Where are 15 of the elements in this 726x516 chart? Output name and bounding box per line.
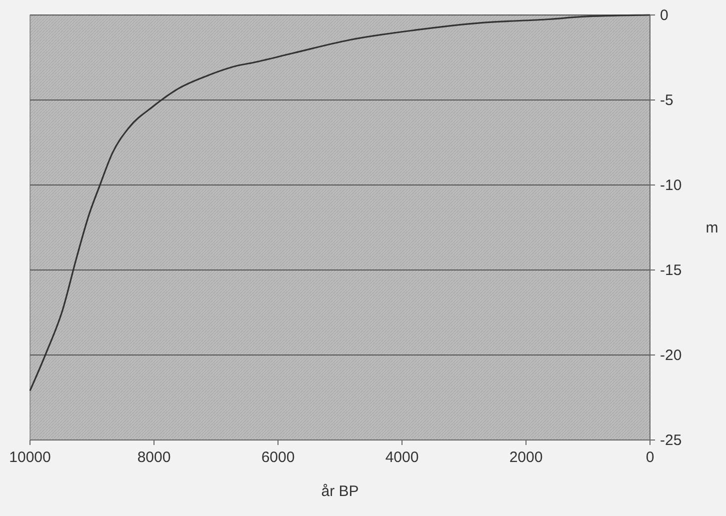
y-tick-label: -10 <box>660 177 682 194</box>
x-tick-label: 4000 <box>385 449 419 466</box>
y-axis-title: m <box>706 220 718 236</box>
x-axis-title: år BP <box>321 483 359 500</box>
y-tick-label: -5 <box>660 92 674 109</box>
y-tick-label: 0 <box>660 7 668 24</box>
x-tick-label: 6000 <box>261 449 295 466</box>
x-tick-label: 0 <box>646 449 654 466</box>
line-series <box>29 14 651 392</box>
x-tick-label: 2000 <box>509 449 543 466</box>
x-tick-label: 10000 <box>9 449 51 466</box>
y-tick-label: -15 <box>660 262 682 279</box>
y-tick-label: -25 <box>660 432 682 449</box>
y-tick-label: -20 <box>660 347 682 364</box>
x-tick-label: 8000 <box>137 449 171 466</box>
